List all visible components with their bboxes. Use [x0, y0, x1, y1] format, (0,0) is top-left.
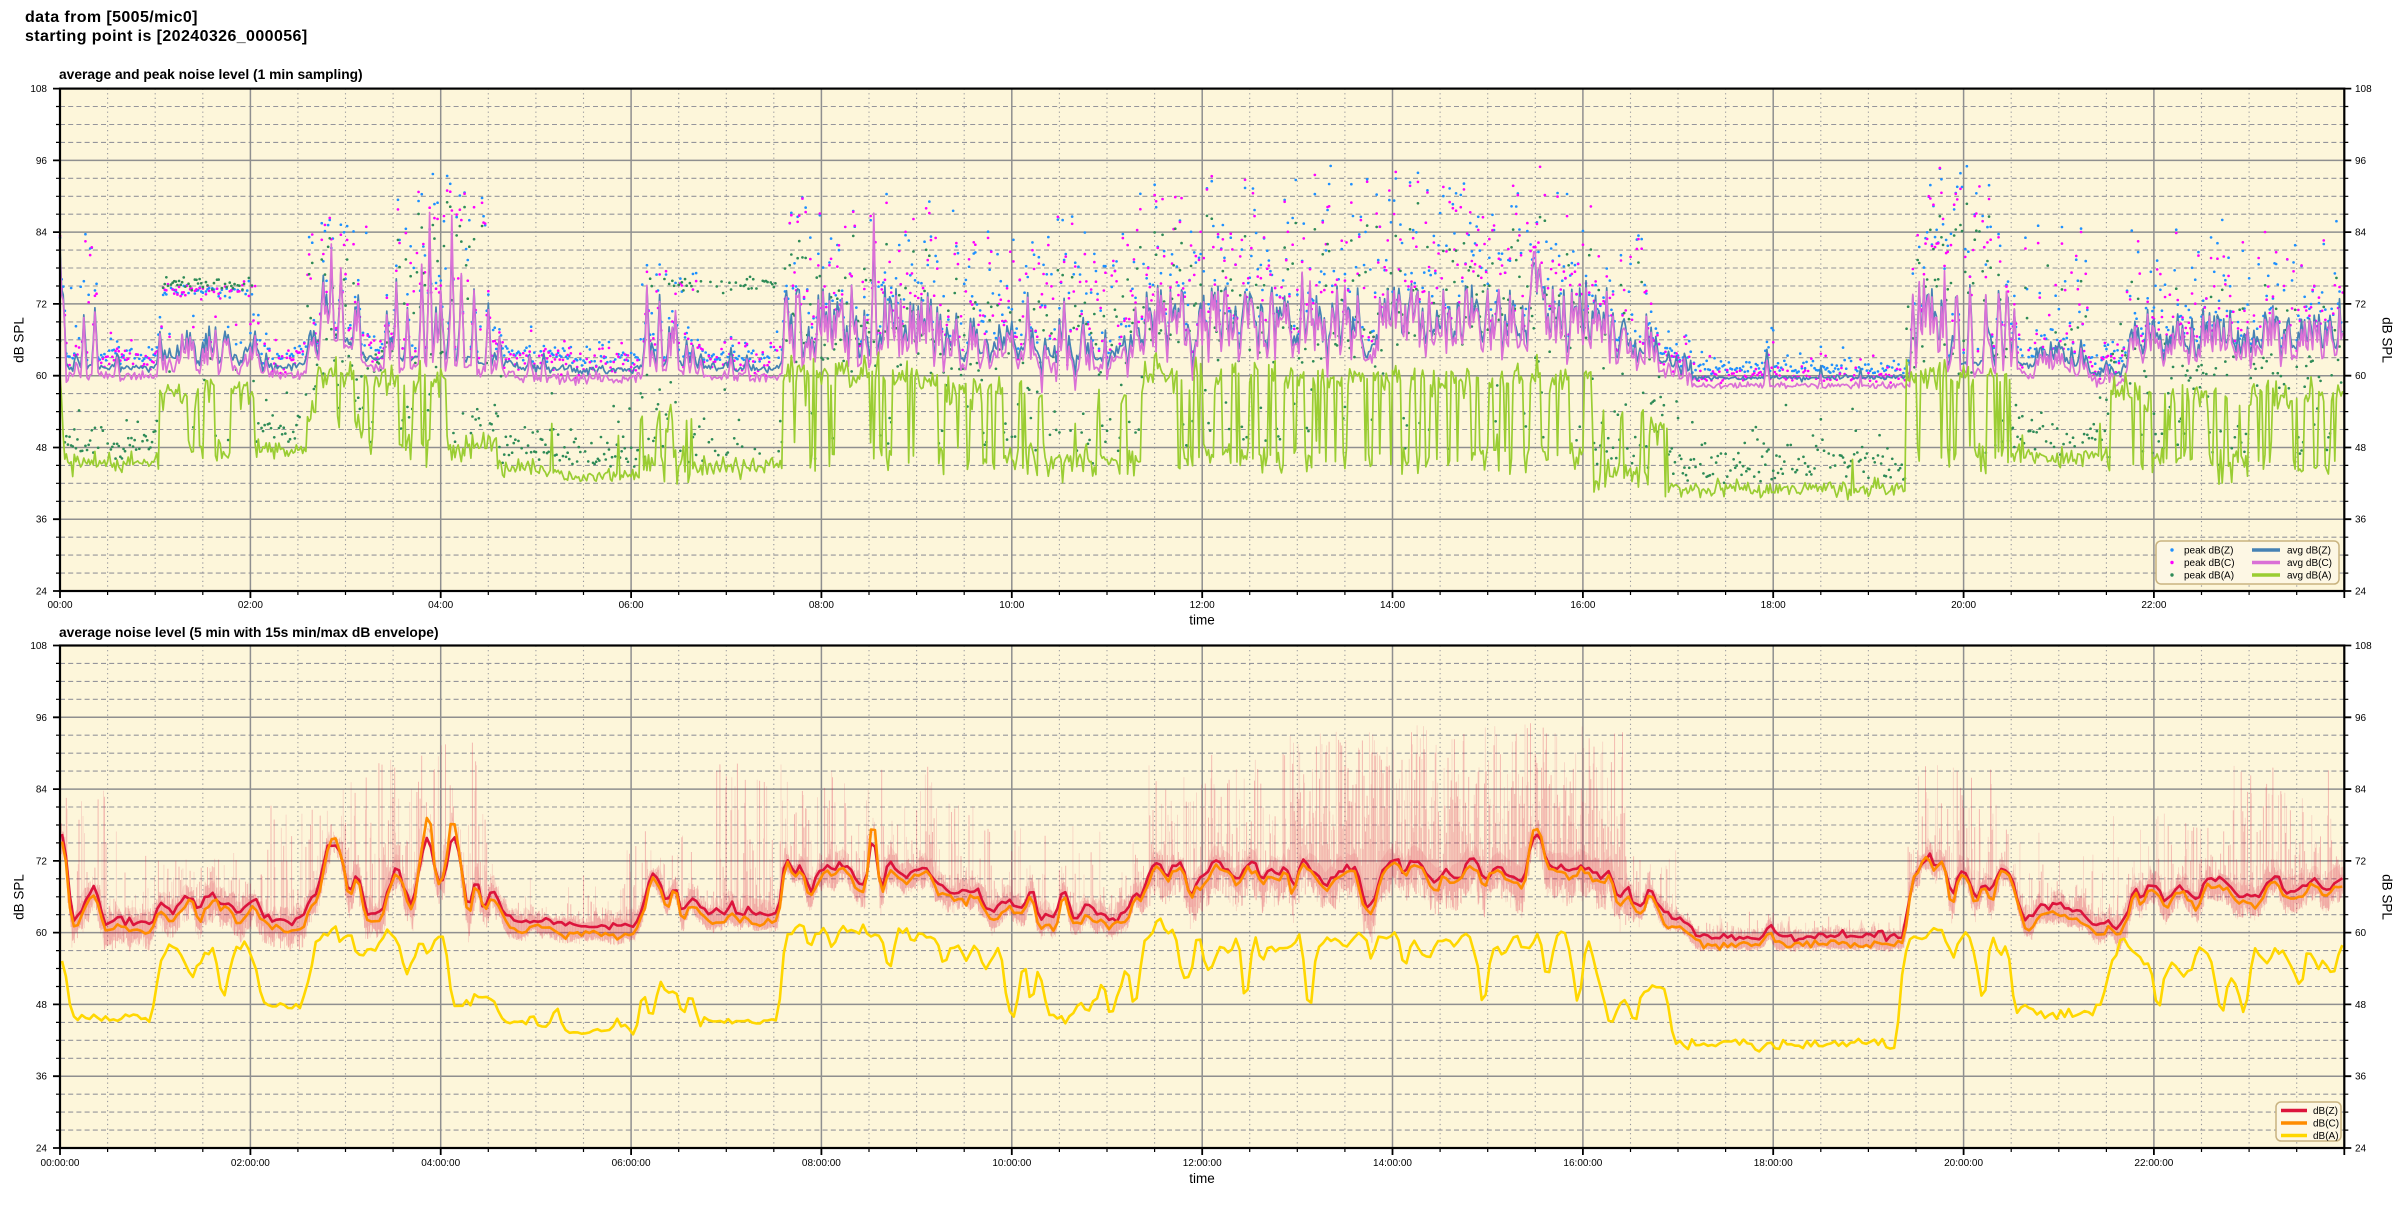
svg-text:20:00:00: 20:00:00 — [1944, 1158, 1983, 1169]
svg-text:dB(Z): dB(Z) — [2313, 1106, 2338, 1117]
svg-text:12:00:00: 12:00:00 — [1183, 1158, 1222, 1169]
svg-text:84: 84 — [36, 785, 48, 796]
svg-text:10:00: 10:00 — [999, 600, 1024, 611]
svg-text:24: 24 — [36, 587, 48, 598]
svg-text:24: 24 — [2355, 1144, 2367, 1155]
svg-text:avg dB(C): avg dB(C) — [2287, 558, 2332, 569]
svg-text:108: 108 — [30, 84, 47, 95]
svg-text:peak dB(C): peak dB(C) — [2184, 558, 2235, 569]
svg-text:dB(A): dB(A) — [2313, 1131, 2339, 1142]
svg-text:data from [5005/mic0]: data from [5005/mic0] — [25, 9, 198, 26]
svg-text:06:00: 06:00 — [619, 600, 644, 611]
svg-text:24: 24 — [36, 1144, 48, 1155]
svg-text:time: time — [1189, 613, 1215, 628]
svg-text:36: 36 — [36, 1072, 48, 1083]
svg-text:48: 48 — [36, 443, 48, 454]
svg-text:108: 108 — [2355, 641, 2372, 652]
svg-text:18:00:00: 18:00:00 — [1754, 1158, 1793, 1169]
svg-text:dB SPL: dB SPL — [12, 874, 27, 920]
svg-text:dB SPL: dB SPL — [2380, 317, 2395, 363]
svg-text:08:00: 08:00 — [809, 600, 834, 611]
svg-text:60: 60 — [36, 371, 48, 382]
svg-text:96: 96 — [36, 713, 48, 724]
svg-text:36: 36 — [2355, 1072, 2367, 1083]
svg-text:72: 72 — [2355, 299, 2367, 310]
svg-text:00:00:00: 00:00:00 — [41, 1158, 80, 1169]
svg-text:96: 96 — [2355, 713, 2367, 724]
svg-text:60: 60 — [2355, 371, 2367, 382]
svg-text:72: 72 — [36, 856, 48, 867]
svg-text:02:00:00: 02:00:00 — [231, 1158, 270, 1169]
svg-text:84: 84 — [2355, 785, 2367, 796]
svg-text:14:00:00: 14:00:00 — [1373, 1158, 1412, 1169]
svg-text:96: 96 — [36, 156, 48, 167]
svg-text:96: 96 — [2355, 156, 2367, 167]
svg-text:108: 108 — [2355, 84, 2372, 95]
svg-text:72: 72 — [36, 299, 48, 310]
svg-text:dB SPL: dB SPL — [2380, 874, 2395, 920]
svg-text:48: 48 — [2355, 443, 2367, 454]
svg-text:48: 48 — [2355, 1000, 2367, 1011]
svg-text:22:00:00: 22:00:00 — [2134, 1158, 2173, 1169]
svg-text:starting point is [20240326_00: starting point is [20240326_000056] — [25, 28, 308, 45]
svg-text:16:00: 16:00 — [1570, 600, 1595, 611]
svg-text:20:00: 20:00 — [1951, 600, 1976, 611]
svg-text:06:00:00: 06:00:00 — [612, 1158, 651, 1169]
svg-text:60: 60 — [2355, 928, 2367, 939]
svg-text:16:00:00: 16:00:00 — [1563, 1158, 1602, 1169]
svg-text:84: 84 — [2355, 228, 2367, 239]
svg-text:08:00:00: 08:00:00 — [802, 1158, 841, 1169]
svg-text:average noise level (5 min wit: average noise level (5 min with 15s min/… — [59, 625, 439, 640]
svg-text:peak dB(Z): peak dB(Z) — [2184, 546, 2233, 557]
svg-text:avg dB(A): avg dB(A) — [2287, 571, 2331, 582]
svg-text:48: 48 — [36, 1000, 48, 1011]
svg-text:108: 108 — [30, 641, 47, 652]
svg-text:average and peak noise level (: average and peak noise level (1 min samp… — [59, 67, 363, 82]
svg-text:04:00: 04:00 — [428, 600, 453, 611]
svg-text:04:00:00: 04:00:00 — [421, 1158, 460, 1169]
svg-text:avg dB(Z): avg dB(Z) — [2287, 546, 2331, 557]
svg-text:time: time — [1189, 1171, 1215, 1186]
svg-text:12:00: 12:00 — [1190, 600, 1215, 611]
svg-text:22:00: 22:00 — [2141, 600, 2166, 611]
svg-text:10:00:00: 10:00:00 — [992, 1158, 1031, 1169]
svg-text:60: 60 — [36, 928, 48, 939]
svg-text:72: 72 — [2355, 856, 2367, 867]
svg-text:00:00: 00:00 — [47, 600, 72, 611]
svg-text:02:00: 02:00 — [238, 600, 263, 611]
svg-text:peak dB(A): peak dB(A) — [2184, 571, 2234, 582]
svg-text:14:00: 14:00 — [1380, 600, 1405, 611]
svg-text:36: 36 — [36, 515, 48, 526]
svg-text:dB SPL: dB SPL — [12, 317, 27, 363]
svg-text:24: 24 — [2355, 587, 2367, 598]
svg-text:84: 84 — [36, 228, 48, 239]
svg-text:dB(C): dB(C) — [2313, 1119, 2339, 1130]
svg-text:36: 36 — [2355, 515, 2367, 526]
svg-text:18:00: 18:00 — [1761, 600, 1786, 611]
